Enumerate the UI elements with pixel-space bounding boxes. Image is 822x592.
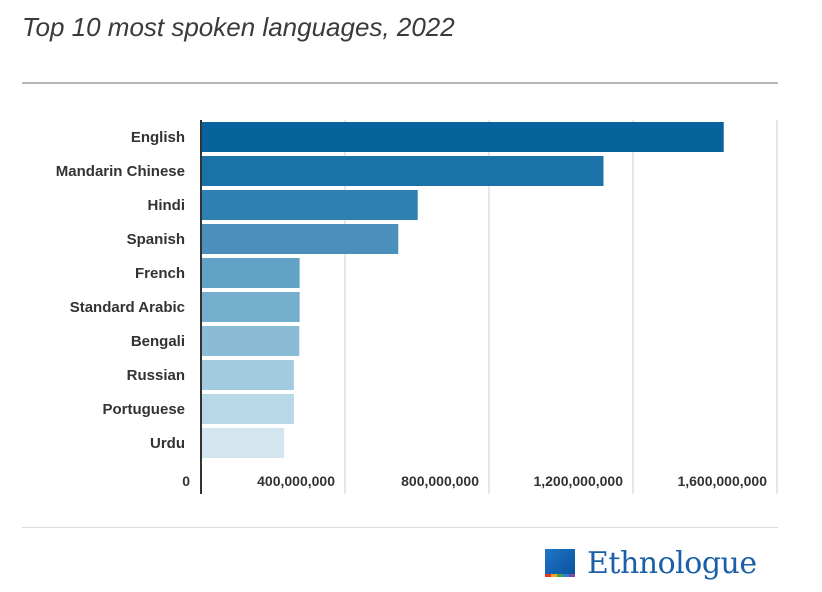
x-tick-label: 1,600,000,000 xyxy=(677,473,767,489)
ethnologue-logo: Ethnologue xyxy=(545,545,757,581)
ethnologue-logo-text: Ethnologue xyxy=(587,545,757,581)
category-label: French xyxy=(135,265,185,282)
bar xyxy=(201,190,418,220)
x-tick-label: 800,000,000 xyxy=(401,473,479,489)
x-tick-label: 400,000,000 xyxy=(257,473,335,489)
category-label: Standard Arabic xyxy=(70,299,185,316)
category-label: Russian xyxy=(127,367,185,384)
bar xyxy=(201,156,604,186)
category-label: Hindi xyxy=(148,197,186,214)
footer-divider xyxy=(22,527,778,528)
bar xyxy=(201,258,300,288)
bar xyxy=(201,360,294,390)
title-divider xyxy=(22,82,778,84)
category-label: Spanish xyxy=(127,231,185,248)
bar xyxy=(201,428,285,458)
bar xyxy=(201,394,294,424)
category-label: Portuguese xyxy=(102,401,185,418)
category-label: Bengali xyxy=(131,333,185,350)
bar xyxy=(201,326,300,356)
bar xyxy=(201,122,724,152)
category-label: Urdu xyxy=(150,435,185,452)
bar xyxy=(201,292,300,322)
x-tick-label: 0 xyxy=(182,473,190,489)
bar-chart: English Mandarin Chinese Hindi Spanish Frenc… xyxy=(56,120,778,494)
category-label: English xyxy=(131,129,185,146)
chart-title: Top 10 most spoken languages, 2022 xyxy=(22,12,455,42)
category-label: Mandarin Chinese xyxy=(56,163,185,180)
x-tick-label: 1,200,000,000 xyxy=(533,473,623,489)
bar xyxy=(201,224,399,254)
ethnologue-logo-icon xyxy=(545,549,575,577)
